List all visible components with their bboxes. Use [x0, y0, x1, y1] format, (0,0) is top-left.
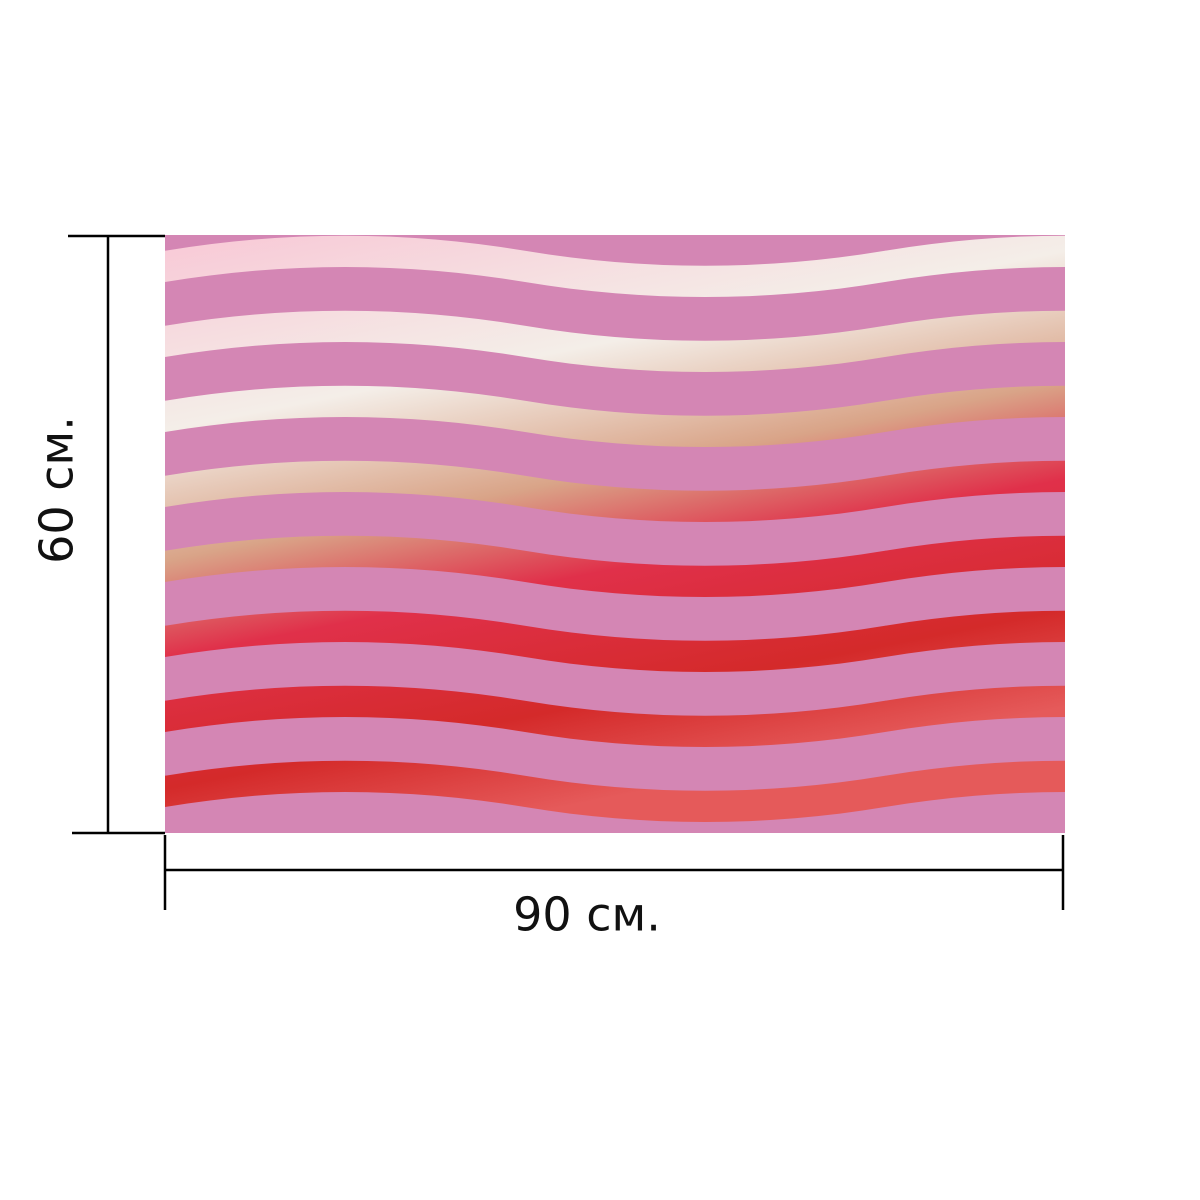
- width-label: 90 см.: [513, 888, 661, 942]
- width-dimension: 90 см.: [163, 835, 1065, 942]
- wave-pattern: [165, 235, 1065, 833]
- height-dimension: 60 см.: [30, 234, 165, 835]
- height-label: 60 см.: [30, 416, 84, 564]
